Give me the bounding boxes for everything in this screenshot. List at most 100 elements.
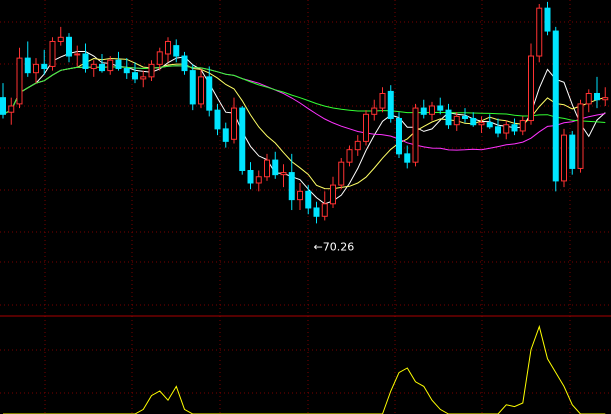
candle-body <box>214 109 221 130</box>
candle-46 <box>379 87 386 113</box>
indicator-line <box>3 324 606 414</box>
min-price-label: ←70.26 <box>314 240 355 253</box>
candle-body <box>346 149 353 163</box>
candle-22 <box>181 51 188 75</box>
candle-body <box>264 159 270 178</box>
candle-body <box>528 55 534 122</box>
candle-body <box>140 76 147 80</box>
candle-62 <box>511 118 518 136</box>
candle-21 <box>173 39 180 63</box>
candle-12 <box>99 53 105 73</box>
candle-59 <box>486 114 493 129</box>
candle-40 <box>330 176 336 208</box>
candle-body <box>57 36 64 42</box>
candle-34 <box>280 164 287 188</box>
candle-73 <box>602 87 609 106</box>
candle-13 <box>107 56 114 75</box>
candle-64 <box>528 43 534 125</box>
candle-body <box>462 115 468 119</box>
candle-20 <box>165 37 171 63</box>
candle-body <box>396 117 402 155</box>
candle-1 <box>8 97 15 125</box>
candle-37 <box>305 185 312 215</box>
candle-body <box>371 107 378 115</box>
candle-41 <box>338 158 345 190</box>
candle-body <box>49 40 56 67</box>
candle-body <box>99 63 105 72</box>
candle-body <box>338 161 345 186</box>
candle-body <box>82 53 89 70</box>
candle-body <box>321 203 328 217</box>
candle-33 <box>272 151 279 179</box>
candle-72 <box>594 76 600 109</box>
candle-51 <box>420 99 427 119</box>
candle-25 <box>206 66 213 117</box>
candle-16 <box>132 62 138 84</box>
candle-body <box>181 55 188 72</box>
candle-49 <box>404 145 411 169</box>
candle-body <box>165 40 171 55</box>
candle-body <box>445 109 452 126</box>
candle-44 <box>363 110 369 146</box>
candle-body <box>602 97 609 101</box>
candle-14 <box>115 51 122 71</box>
candle-body <box>511 124 518 132</box>
candle-6 <box>49 37 56 71</box>
candle-body <box>330 184 336 205</box>
candle-68 <box>561 128 567 188</box>
candle-48 <box>396 112 402 159</box>
candle-body <box>486 122 493 128</box>
candle-body <box>74 53 81 56</box>
candle-body <box>115 59 122 70</box>
candle-56 <box>462 108 468 123</box>
candle-body <box>24 57 31 74</box>
candle-body <box>585 92 592 105</box>
candle-67 <box>552 26 559 192</box>
candle-32 <box>264 153 270 181</box>
candle-body <box>470 117 477 126</box>
candle-body <box>280 172 287 176</box>
candle-body <box>536 7 543 57</box>
candle-30 <box>247 162 254 190</box>
candle-63 <box>519 116 526 136</box>
candle-26 <box>214 103 221 136</box>
candle-0 <box>0 83 6 119</box>
candle-body <box>272 159 279 176</box>
candle-57 <box>470 112 477 127</box>
candle-9 <box>74 45 81 67</box>
candle-61 <box>503 120 510 140</box>
candle-body <box>354 140 361 151</box>
candle-body <box>198 76 204 105</box>
candle-body <box>305 190 312 209</box>
candle-body <box>412 107 419 163</box>
candle-52 <box>429 101 435 121</box>
candle-body <box>0 97 6 115</box>
candle-50 <box>412 103 419 167</box>
ma30-line <box>2 65 606 151</box>
candle-43 <box>354 135 361 156</box>
candle-body <box>495 126 501 134</box>
candle-body <box>569 134 576 169</box>
candle-11 <box>90 60 97 77</box>
candle-body <box>429 105 435 115</box>
candle-body <box>544 7 551 32</box>
candle-35 <box>288 153 295 211</box>
candle-body <box>239 107 246 172</box>
candle-body <box>313 207 320 217</box>
candle-45 <box>371 99 378 121</box>
candle-body <box>478 122 485 126</box>
candle-18 <box>148 60 155 82</box>
candle-28 <box>231 97 237 144</box>
candle-body <box>404 153 411 163</box>
candle-31 <box>255 170 262 192</box>
candles <box>0 1 609 224</box>
candle-body <box>90 63 97 70</box>
candle-65 <box>536 4 543 63</box>
candle-27 <box>222 122 229 148</box>
candle-body <box>288 172 295 201</box>
candle-69 <box>569 130 576 175</box>
candle-body <box>297 190 303 201</box>
candle-body <box>594 92 600 101</box>
candle-66 <box>544 1 551 36</box>
candle-body <box>107 59 114 72</box>
